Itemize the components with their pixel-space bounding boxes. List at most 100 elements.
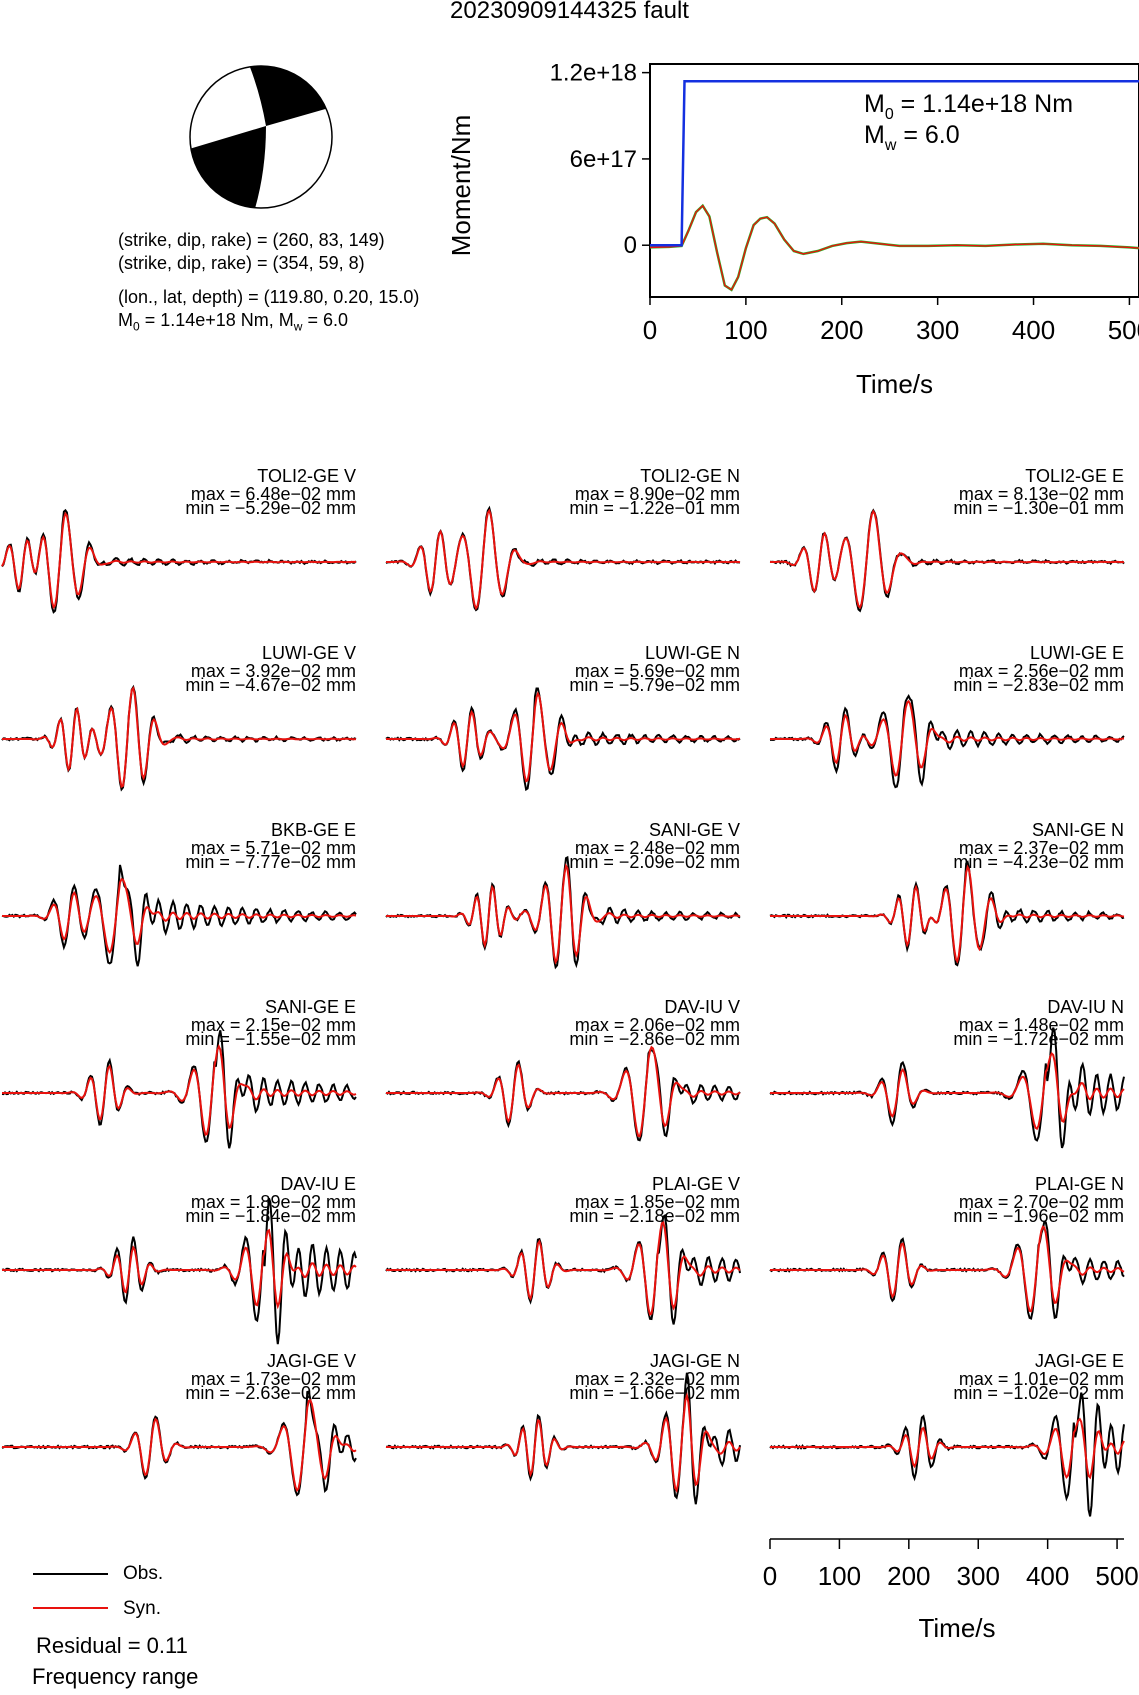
synthetic-trace [770, 864, 1125, 964]
max-amplitude-label: max = 5.69e−02 mm [575, 661, 740, 681]
station-label: JAGI-GE N [650, 1351, 740, 1371]
max-amplitude-label: max = 8.13e−02 mm [959, 484, 1124, 504]
station-label: DAV-IU V [664, 997, 740, 1017]
beachball-diagram [189, 65, 333, 209]
station-label: BKB-GE E [271, 820, 356, 840]
moment-rate-line-red [649, 204, 1139, 291]
max-amplitude-label: max = 6.48e−02 mm [191, 484, 356, 504]
max-amplitude-label: max = 2.15e−02 mm [191, 1015, 356, 1035]
min-amplitude-label: min = −5.79e−02 mm [569, 675, 740, 695]
station-label: SANI-GE N [1032, 820, 1124, 840]
min-amplitude-label: min = −1.66e−02 mm [569, 1383, 740, 1403]
synthetic-trace [2, 1398, 357, 1493]
mechanism-location: (lon., lat, depth) = (119.80, 0.20, 15.0… [118, 287, 420, 307]
synthetic-trace [386, 1221, 741, 1317]
plot-frame [649, 63, 1139, 298]
residual-text: Residual = 0.11 [36, 1633, 188, 1658]
synthetic-trace [770, 1051, 1125, 1131]
x-axis-label: Time/s [856, 369, 933, 399]
min-amplitude-label: min = −4.67e−02 mm [185, 675, 356, 695]
station-label: DAV-IU N [1047, 997, 1124, 1017]
min-amplitude-label: min = −1.30e−01 mm [953, 498, 1124, 518]
synthetic-trace [2, 685, 357, 789]
min-amplitude-label: min = −2.09e−02 mm [569, 852, 740, 872]
station-label: LUWI-GE V [262, 643, 356, 663]
station-label: TOLI2-GE N [640, 466, 740, 486]
x-tick-label: 0 [643, 315, 657, 345]
x-tick-label: 500 [1108, 315, 1139, 345]
max-amplitude-label: max = 2.32e−02 mm [575, 1369, 740, 1389]
min-amplitude-label: min = −2.83e−02 mm [953, 675, 1124, 695]
synthetic-trace [386, 863, 741, 965]
observed-trace [385, 1049, 741, 1142]
annotation-m0: M0 = 1.14e+18 Nm [864, 90, 1073, 123]
max-amplitude-label: max = 2.37e−02 mm [959, 838, 1124, 858]
min-amplitude-label: min = −1.72e−02 mm [953, 1029, 1124, 1049]
x-tick-label: 400 [1026, 1561, 1069, 1591]
max-amplitude-label: max = 1.85e−02 mm [575, 1192, 740, 1212]
figure-title: 20230909144325 fault [450, 0, 689, 24]
observed-trace [769, 508, 1125, 613]
station-label: SANI-GE E [265, 997, 356, 1017]
mechanism-plane-2: (strike, dip, rake) = (354, 59, 8) [118, 253, 365, 273]
min-amplitude-label: min = −2.63e−02 mm [185, 1383, 356, 1403]
cumulative-moment-line [650, 80, 1139, 247]
min-amplitude-label: min = −1.22e−01 mm [569, 498, 740, 518]
synthetic-trace [386, 1391, 741, 1494]
synthetic-trace [770, 699, 1125, 777]
max-amplitude-label: max = 2.06e−02 mm [575, 1015, 740, 1035]
x-tick-label: 100 [724, 315, 767, 345]
observed-trace [1, 1390, 357, 1497]
station-label: JAGI-GE E [1035, 1351, 1124, 1371]
synthetic-trace [386, 508, 741, 611]
max-amplitude-label: max = 3.92e−02 mm [191, 661, 356, 681]
min-amplitude-label: min = −1.02e−02 mm [953, 1383, 1124, 1403]
synthetic-trace [770, 509, 1124, 610]
x-tick-label: 200 [887, 1561, 930, 1591]
x-tick-label: 300 [957, 1561, 1000, 1591]
min-amplitude-label: min = −1.55e−02 mm [185, 1029, 356, 1049]
x-tick-label: 100 [818, 1561, 861, 1591]
x-tick-label: 0 [763, 1561, 777, 1591]
legend-swatches [33, 1573, 108, 1609]
station-label: TOLI2-GE V [257, 466, 356, 486]
synthetic-trace [386, 691, 741, 783]
station-label: PLAI-GE N [1035, 1174, 1124, 1194]
min-amplitude-label: min = −4.23e−02 mm [953, 852, 1124, 872]
synthetic-trace [770, 1225, 1125, 1313]
mechanism-moment: M0 = 1.14e+18 Nm, Mw = 6.0 [118, 310, 348, 334]
x-tick-label: 200 [820, 315, 863, 345]
min-amplitude-label: min = −1.96e−02 mm [953, 1206, 1124, 1226]
synthetic-trace [2, 877, 357, 955]
mechanism-plane-1: (strike, dip, rake) = (260, 83, 149) [118, 230, 385, 250]
min-amplitude-label: min = −2.18e−02 mm [569, 1206, 740, 1226]
x-axis-label: Time/s [918, 1613, 995, 1643]
y-tick-label: 0 [624, 232, 637, 259]
annotation-mw: Mw = 6.0 [864, 121, 960, 154]
max-amplitude-label: max = 8.90e−02 mm [575, 484, 740, 504]
synthetic-trace [386, 1045, 741, 1138]
x-tick-label: 400 [1012, 315, 1055, 345]
max-amplitude-label: max = 1.89e−02 mm [191, 1192, 356, 1212]
station-label: LUWI-GE E [1030, 643, 1124, 663]
y-tick-label: 1.2e+18 [550, 60, 637, 87]
min-amplitude-label: min = −5.29e−02 mm [185, 498, 356, 518]
max-amplitude-label: max = 2.70e−02 mm [959, 1192, 1124, 1212]
max-amplitude-label: max = 2.56e−02 mm [959, 661, 1124, 681]
legend-syn-label: Syn. [123, 1598, 162, 1619]
